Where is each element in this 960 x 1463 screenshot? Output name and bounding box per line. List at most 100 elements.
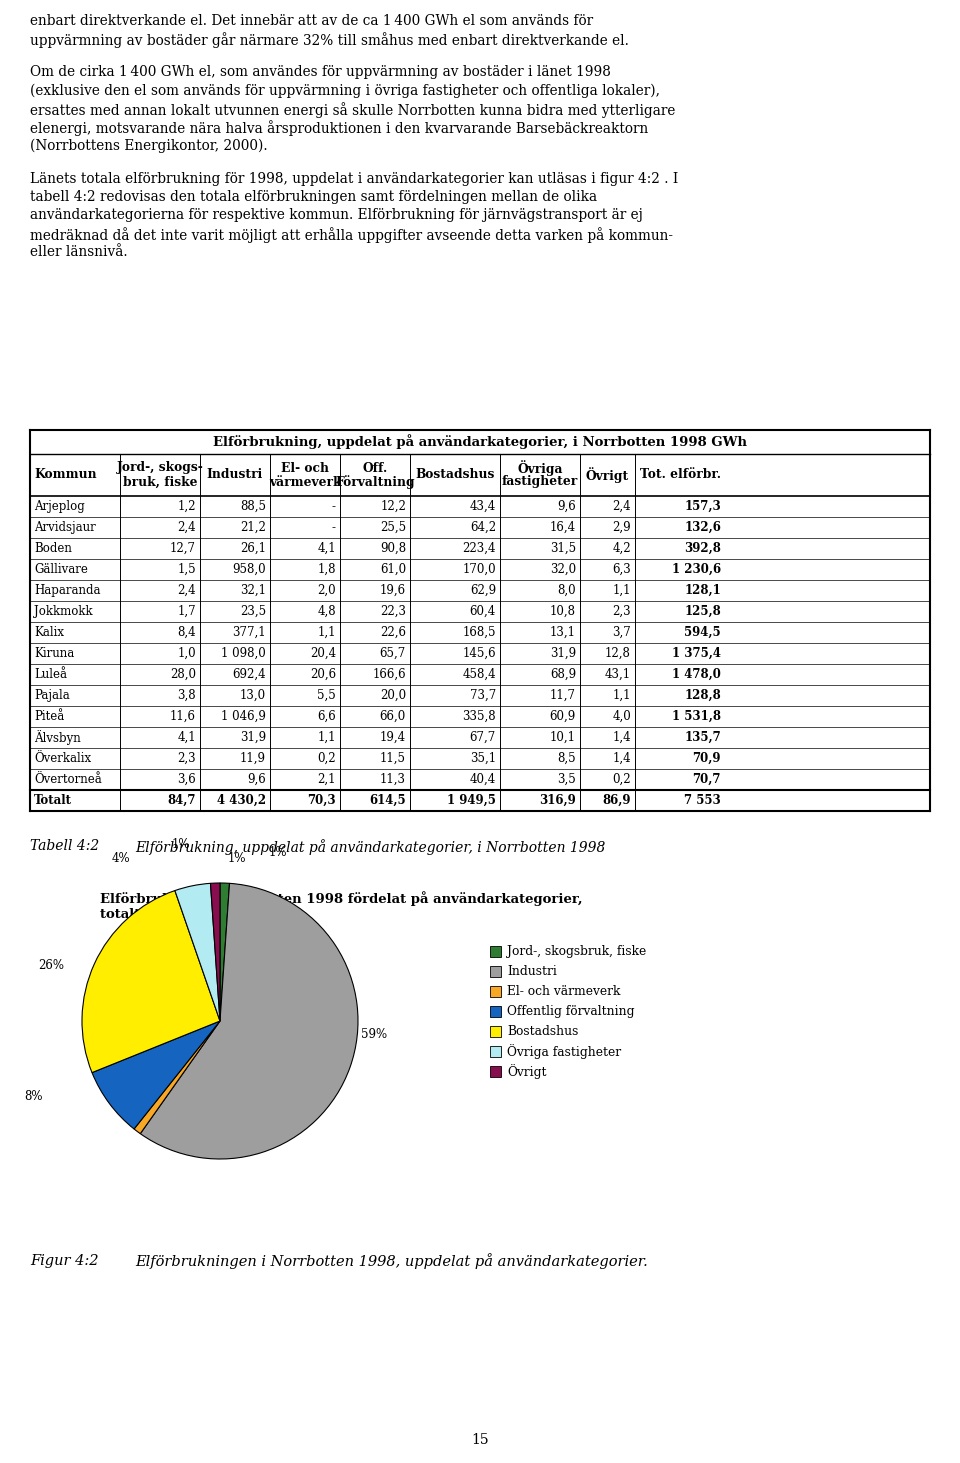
Text: ersattes med annan lokalt utvunnen energi så skulle Norrbotten kunna bidra med y: ersattes med annan lokalt utvunnen energ… xyxy=(30,102,676,119)
Text: 168,5: 168,5 xyxy=(463,626,496,639)
Text: Haparanda: Haparanda xyxy=(34,584,101,597)
Text: 145,6: 145,6 xyxy=(463,647,496,660)
Text: 20,0: 20,0 xyxy=(380,689,406,702)
Text: 13,1: 13,1 xyxy=(550,626,576,639)
Text: Kalix: Kalix xyxy=(34,626,64,639)
Bar xyxy=(490,947,501,957)
Text: 11,5: 11,5 xyxy=(380,752,406,765)
Text: 1 046,9: 1 046,9 xyxy=(221,710,266,723)
Bar xyxy=(490,986,501,996)
Text: värmeverk: värmeverk xyxy=(269,475,341,489)
Text: 90,8: 90,8 xyxy=(380,541,406,554)
Text: 692,4: 692,4 xyxy=(232,669,266,680)
Text: 10,1: 10,1 xyxy=(550,732,576,745)
Text: 31,9: 31,9 xyxy=(240,732,266,745)
Text: 1,1: 1,1 xyxy=(612,689,631,702)
Text: Industri: Industri xyxy=(507,966,557,977)
Text: 1,4: 1,4 xyxy=(612,732,631,745)
Text: 3,6: 3,6 xyxy=(178,772,196,786)
Text: 6,6: 6,6 xyxy=(317,710,336,723)
Bar xyxy=(490,1007,501,1017)
Text: (exklusive den el som används för uppvärmning i övriga fastigheter och offentlig: (exklusive den el som används för uppvär… xyxy=(30,83,660,98)
Text: Off.: Off. xyxy=(362,461,388,474)
Text: 12,7: 12,7 xyxy=(170,541,196,554)
Text: 43,1: 43,1 xyxy=(605,669,631,680)
Text: 1,4: 1,4 xyxy=(612,752,631,765)
Text: Elförbrukning, uppdelat på användarkategorier, i Norrbotten 1998 GWh: Elförbrukning, uppdelat på användarkateg… xyxy=(213,435,747,449)
Text: 1,8: 1,8 xyxy=(318,563,336,576)
Text: 9,6: 9,6 xyxy=(248,772,266,786)
Wedge shape xyxy=(175,884,220,1021)
Text: 170,0: 170,0 xyxy=(463,563,496,576)
Text: 60,9: 60,9 xyxy=(550,710,576,723)
Text: 2,4: 2,4 xyxy=(178,584,196,597)
Text: 3,7: 3,7 xyxy=(612,626,631,639)
Text: 3,5: 3,5 xyxy=(557,772,576,786)
Text: 166,6: 166,6 xyxy=(372,669,406,680)
Text: 28,0: 28,0 xyxy=(170,669,196,680)
Text: Om de cirka 1 400 GWh el, som användes för uppvärmning av bostäder i länet 1998: Om de cirka 1 400 GWh el, som användes f… xyxy=(30,64,611,79)
Text: El- och: El- och xyxy=(281,461,329,474)
Text: Övriga fastigheter: Övriga fastigheter xyxy=(507,1045,621,1059)
Text: 2,9: 2,9 xyxy=(612,521,631,534)
Text: 4,0: 4,0 xyxy=(612,710,631,723)
Text: 2,4: 2,4 xyxy=(612,500,631,514)
Text: Jokkmokk: Jokkmokk xyxy=(34,606,92,617)
Wedge shape xyxy=(140,884,358,1159)
Text: Gällivare: Gällivare xyxy=(34,563,88,576)
Text: Bostadshus: Bostadshus xyxy=(416,468,494,481)
Text: 40,4: 40,4 xyxy=(469,772,496,786)
Wedge shape xyxy=(220,884,229,1021)
Text: 84,7: 84,7 xyxy=(167,794,196,808)
Text: 32,0: 32,0 xyxy=(550,563,576,576)
Text: 1 478,0: 1 478,0 xyxy=(672,669,721,680)
Text: Tot. elförbr.: Tot. elförbr. xyxy=(639,468,721,481)
Wedge shape xyxy=(82,891,220,1072)
Text: 1,1: 1,1 xyxy=(612,584,631,597)
Text: Bostadshus: Bostadshus xyxy=(507,1026,578,1039)
Text: 1,5: 1,5 xyxy=(178,563,196,576)
Text: 32,1: 32,1 xyxy=(240,584,266,597)
Text: 1,0: 1,0 xyxy=(178,647,196,660)
Text: 128,1: 128,1 xyxy=(684,584,721,597)
Text: 13,0: 13,0 xyxy=(240,689,266,702)
Text: 594,5: 594,5 xyxy=(684,626,721,639)
Text: 1 098,0: 1 098,0 xyxy=(221,647,266,660)
Text: 1,7: 1,7 xyxy=(178,606,196,617)
Text: Arjeplog: Arjeplog xyxy=(34,500,84,514)
Text: Jord-, skogs-: Jord-, skogs- xyxy=(116,461,204,474)
Text: -: - xyxy=(332,521,336,534)
Text: 2,3: 2,3 xyxy=(178,752,196,765)
Text: 35,1: 35,1 xyxy=(469,752,496,765)
Text: 1 531,8: 1 531,8 xyxy=(672,710,721,723)
Bar xyxy=(490,1067,501,1077)
Text: Luleå: Luleå xyxy=(34,669,67,680)
Text: Älvsbyn: Älvsbyn xyxy=(34,730,81,745)
Text: El- och värmeverk: El- och värmeverk xyxy=(507,985,620,998)
Text: Elförbrukningen i Norrbotten 1998, uppdelat på användarkategorier.: Elförbrukningen i Norrbotten 1998, uppde… xyxy=(135,1254,648,1270)
Text: 1,2: 1,2 xyxy=(178,500,196,514)
Text: Industri: Industri xyxy=(206,468,263,481)
Text: Pajala: Pajala xyxy=(34,689,70,702)
Text: 23,5: 23,5 xyxy=(240,606,266,617)
Text: 316,9: 316,9 xyxy=(540,794,576,808)
Text: 20,4: 20,4 xyxy=(310,647,336,660)
Text: 19,6: 19,6 xyxy=(380,584,406,597)
Text: 4,1: 4,1 xyxy=(318,541,336,554)
Text: Elförbrukning, uppdelat på användarkategorier, i Norrbotten 1998: Elförbrukning, uppdelat på användarkateg… xyxy=(135,838,606,854)
Wedge shape xyxy=(92,1021,220,1129)
Text: Jord-, skogsbruk, fiske: Jord-, skogsbruk, fiske xyxy=(507,945,646,958)
Text: 132,6: 132,6 xyxy=(684,521,721,534)
Text: 135,7: 135,7 xyxy=(684,732,721,745)
Text: 88,5: 88,5 xyxy=(240,500,266,514)
Text: 1%: 1% xyxy=(228,851,246,865)
Text: 12,8: 12,8 xyxy=(605,647,631,660)
Text: fastigheter: fastigheter xyxy=(502,475,578,489)
Text: 614,5: 614,5 xyxy=(370,794,406,808)
Text: 2,0: 2,0 xyxy=(318,584,336,597)
Text: 4,2: 4,2 xyxy=(612,541,631,554)
Text: 1,1: 1,1 xyxy=(318,626,336,639)
Text: 20,6: 20,6 xyxy=(310,669,336,680)
Text: 43,4: 43,4 xyxy=(469,500,496,514)
Text: Övrigt: Övrigt xyxy=(507,1064,546,1080)
